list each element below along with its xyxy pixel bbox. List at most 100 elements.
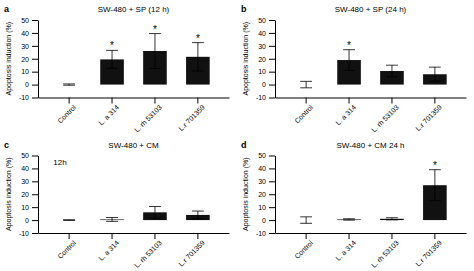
y-tick-label: 0 (262, 81, 266, 88)
x-tick: L. a 314 (97, 98, 120, 127)
error-bar-cap (106, 221, 118, 222)
x-tick-mark (349, 98, 350, 104)
error-bar-cap (63, 85, 75, 86)
x-axis-line (276, 98, 467, 99)
x-tick-label: Control (293, 103, 314, 124)
y-tick-mark (269, 156, 275, 157)
y-tick-label: 0 (25, 81, 29, 88)
panel-label: a (4, 4, 10, 14)
x-tick-label: L. rh 53103 (133, 104, 163, 134)
y-tick-mark (269, 207, 275, 208)
y-axis: -1001020304050 (256, 17, 276, 102)
error-bar-cap (429, 67, 441, 68)
y-label: Apoptosis induction (%) (5, 157, 13, 231)
error-bar-cap (343, 218, 355, 219)
panel-label: b (241, 4, 247, 14)
x-tick: L.r 701359 (414, 98, 443, 133)
title: SW-480 + SP (12 h) (98, 5, 170, 14)
error-bar-cap (192, 211, 204, 212)
y-tick-label: -10 (19, 230, 29, 237)
error-bar-cap (63, 219, 75, 220)
x-axis-line (39, 98, 230, 99)
y-tick-label: 40 (21, 30, 29, 37)
title: SW-480 + CM (108, 141, 159, 150)
y-tick-mark (32, 207, 38, 208)
error-bar (63, 84, 75, 85)
y-tick-mark (32, 46, 38, 47)
x-tick: Control (56, 233, 77, 260)
y-tick: 40 (21, 30, 38, 37)
panel: -1001020304050ControlL. a 314L. rh 53103… (241, 4, 467, 134)
x-tick: L.r 701359 (414, 233, 443, 268)
y-tick: 50 (21, 17, 38, 24)
panel: -1001020304050ControlL. a 314L. rh 53103… (4, 140, 230, 270)
y-tick-mark (32, 85, 38, 86)
y-tick-label: 40 (258, 30, 266, 37)
y-tick-label: -10 (256, 230, 266, 237)
x-tick-label: Control (56, 239, 77, 260)
x-tick-mark (154, 98, 155, 104)
x-tick-mark (306, 98, 307, 104)
y-tick-mark (32, 20, 38, 21)
error-bar (300, 81, 312, 87)
x-axis-line (39, 233, 230, 234)
error-bar-cap (300, 81, 312, 82)
error-bar-cap (300, 87, 312, 88)
x-axis: ControlL. a 314L. rh 53103L.r 701359 (39, 233, 230, 269)
y-tick-mark (32, 233, 38, 234)
title: SW-480 + CM 24 h (336, 141, 404, 150)
error-bar (429, 170, 441, 201)
error-bar-cap (106, 68, 118, 69)
x-axis-line (276, 233, 467, 234)
error-bar-cap (149, 68, 161, 69)
y-tick: 20 (258, 55, 275, 62)
y-axis-line (38, 21, 39, 99)
y-tick-mark (269, 98, 275, 99)
error-bar-cap (343, 220, 355, 221)
y-tick-mark (269, 20, 275, 21)
y-tick-label: 20 (258, 55, 266, 62)
error-bar-stem (197, 43, 198, 71)
y-axis-line (38, 156, 39, 234)
y-tick: 20 (21, 55, 38, 62)
x-tick-label: L. a 314 (334, 239, 357, 262)
bar (337, 219, 361, 221)
y-tick-label: -10 (19, 94, 29, 101)
error-bar-stem (112, 218, 113, 222)
x-tick-mark (197, 98, 198, 104)
y-tick-label: 10 (258, 204, 266, 211)
y-tick-mark (269, 59, 275, 60)
y-tick: 0 (25, 217, 38, 224)
y-tick: -10 (256, 94, 275, 101)
error-bar-cap (386, 65, 398, 66)
y-tick: 40 (21, 165, 38, 172)
y-tick-mark (32, 33, 38, 34)
y-tick-mark (269, 72, 275, 73)
y-tick-mark (269, 168, 275, 169)
x-tick: Control (293, 233, 314, 260)
x-tick-label: L.r 701359 (414, 239, 443, 268)
x-axis: Control L. a 314 L. rh 53103 L.r 701359 (276, 233, 467, 269)
x-tick-label: L. a 314 (97, 104, 120, 127)
error-bar (386, 65, 398, 77)
error-bar-cap (192, 218, 204, 219)
error-bar-stem (349, 50, 350, 71)
x-tick: L. rh 53103 (370, 233, 400, 269)
y-tick-label: 30 (21, 43, 29, 50)
y-tick-mark (32, 168, 38, 169)
y-tick-label: 0 (25, 217, 29, 224)
x-tick: L. a 314 (334, 233, 357, 262)
error-bar (343, 50, 355, 71)
x-tick-label: L. rh 53103 (370, 239, 400, 269)
y-tick: 30 (21, 43, 38, 50)
y-axis: -1001020304050 (256, 152, 276, 236)
marks (300, 50, 446, 88)
y-tick: 10 (21, 204, 38, 211)
x-tick: L.r 701359 (177, 98, 206, 133)
y-tick: 50 (21, 152, 38, 159)
y-axis: -1001020304050 (19, 152, 39, 236)
x-tick-label: L.r 701359 (177, 239, 206, 268)
error-bar (386, 218, 398, 220)
y-tick: 40 (258, 165, 275, 172)
error-bar-cap (300, 223, 312, 224)
